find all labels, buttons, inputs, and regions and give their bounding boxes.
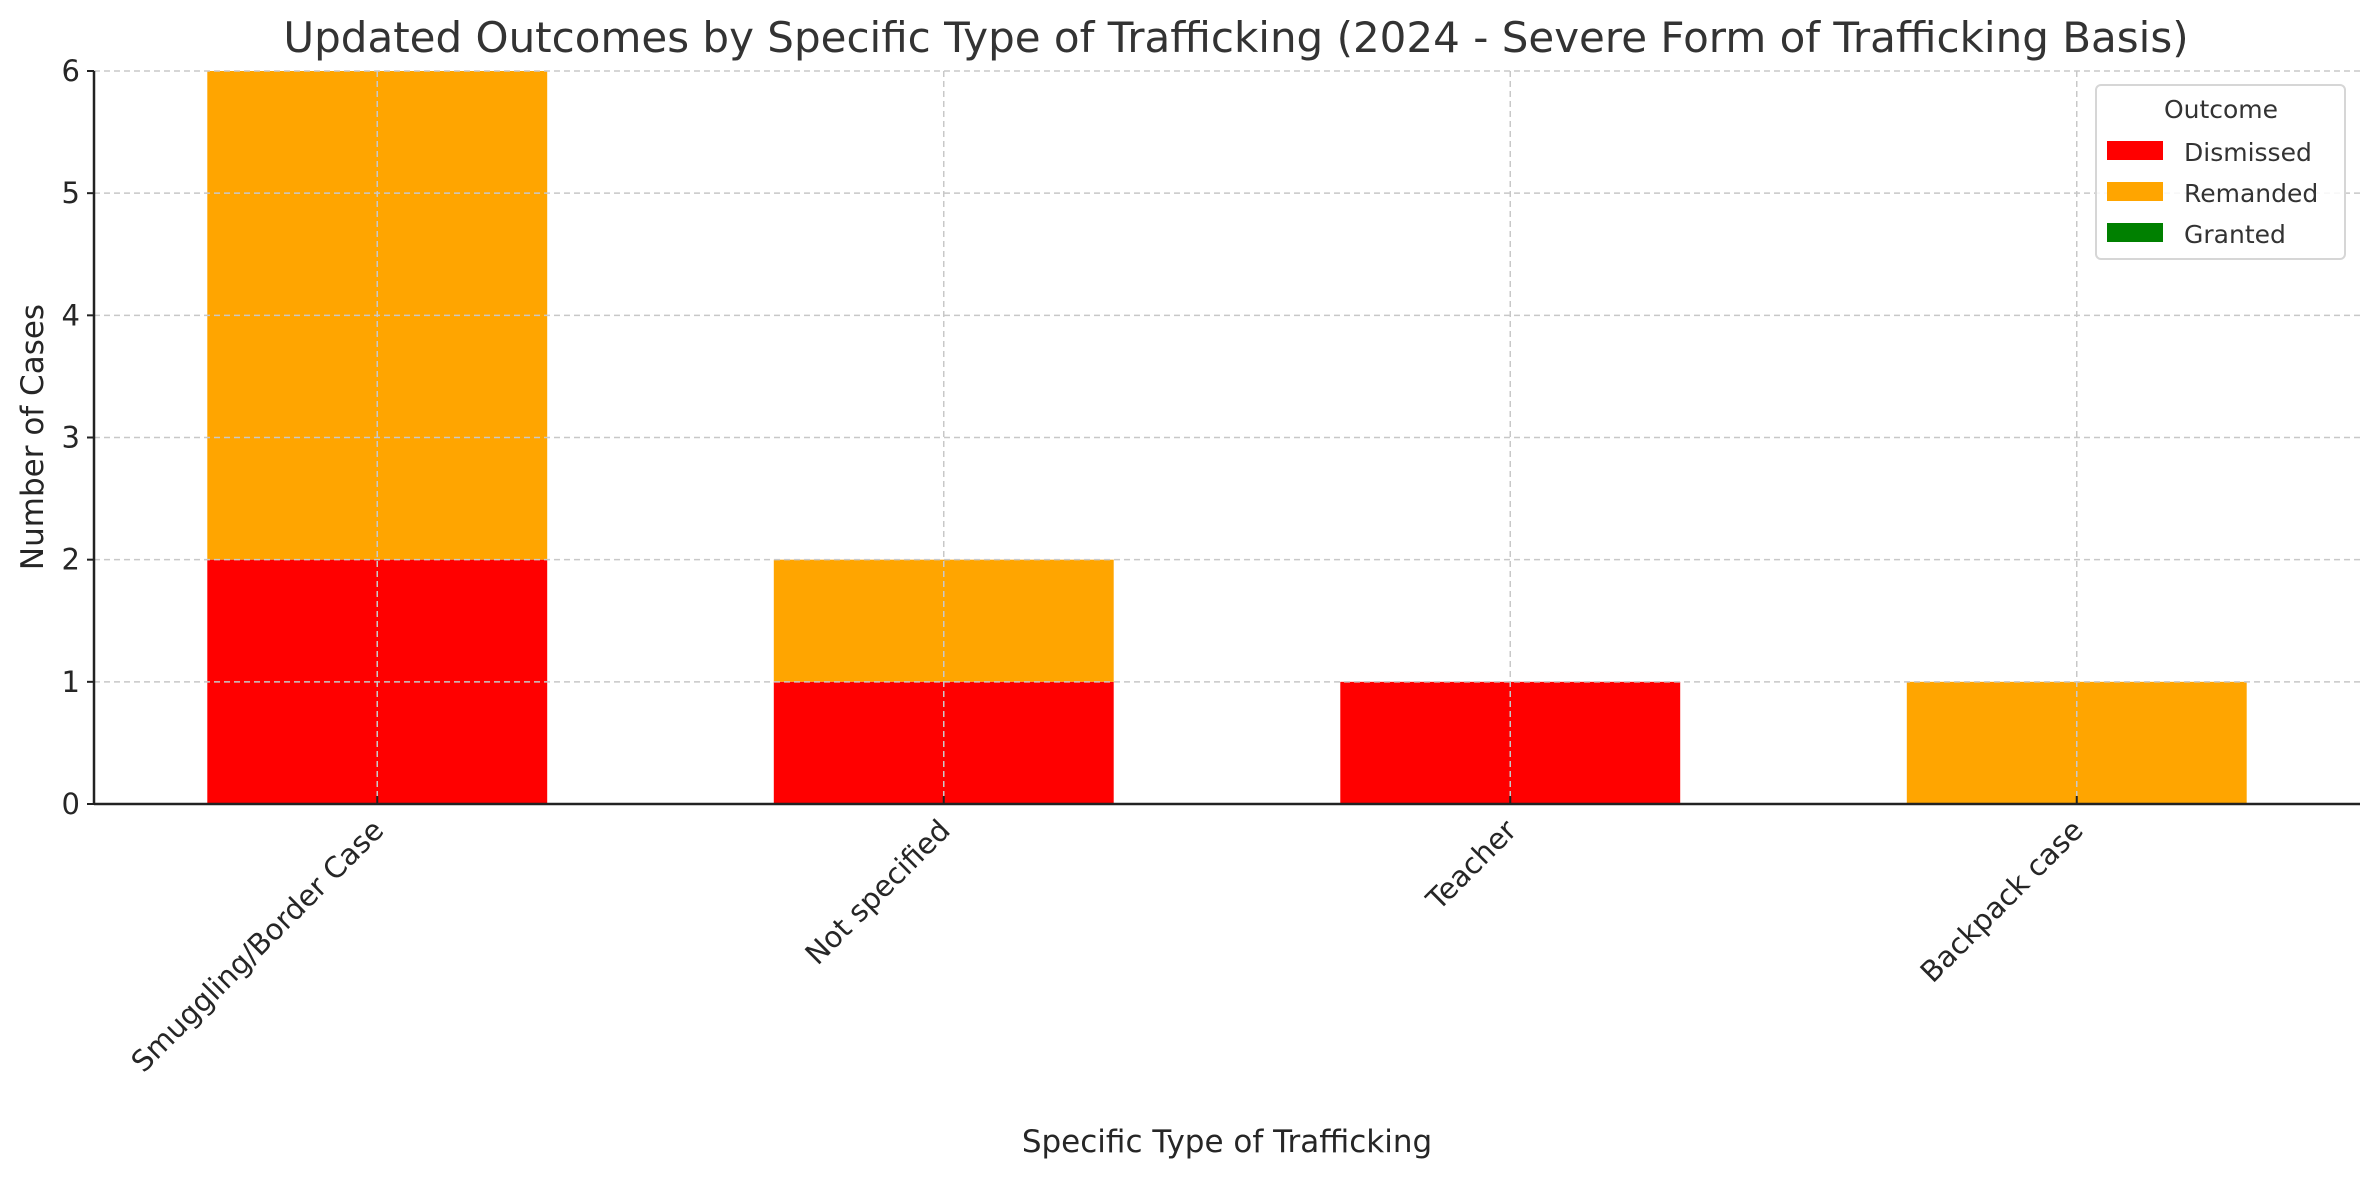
y-tick-label: 1 (62, 665, 80, 699)
x-axis-label: Specific Type of Trafficking (1022, 1124, 1432, 1160)
legend-label-remanded: Remanded (2184, 179, 2318, 208)
y-tick-label: 5 (62, 176, 80, 210)
y-axis-label: Number of Cases (15, 304, 51, 570)
chart-title: Updated Outcomes by Specific Type of Tra… (283, 13, 2188, 62)
x-tick-label: Smuggling/Border Case (124, 813, 390, 1079)
x-tick-label: Teacher (1419, 813, 1523, 917)
axes (87, 70, 2360, 806)
legend-swatch-granted (2107, 223, 2163, 242)
x-tick-label: Not specified (798, 813, 956, 971)
y-tick-label: 2 (62, 543, 80, 577)
y-tick-label: 4 (62, 298, 80, 332)
y-tick-label: 6 (62, 54, 80, 88)
y-tick-label: 3 (62, 421, 80, 455)
legend: Outcome Dismissed Remanded Granted (2095, 84, 2346, 260)
x-tick-label: Backpack case (1913, 813, 2089, 989)
legend-swatch-remanded (2107, 182, 2163, 201)
legend-label-dismissed: Dismissed (2184, 138, 2312, 167)
legend-label-granted: Granted (2184, 220, 2286, 249)
y-tick-label: 0 (62, 787, 80, 821)
legend-title: Outcome (2164, 95, 2278, 124)
legend-swatch-dismissed (2107, 141, 2163, 160)
legend-frame (2095, 84, 2346, 260)
